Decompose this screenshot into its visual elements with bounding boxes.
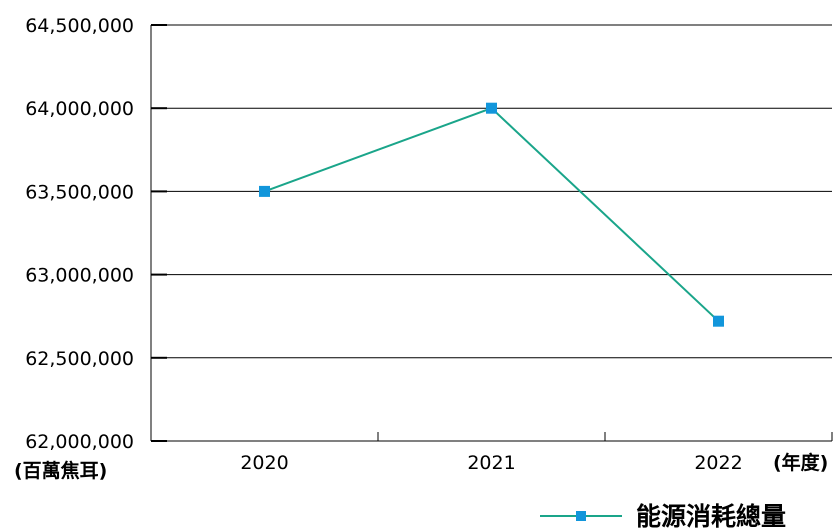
data-point-marker [486, 102, 497, 114]
axes [150, 24, 833, 442]
y-tick-label: 64,000,000 [25, 98, 134, 120]
data-point-marker [259, 185, 270, 197]
gridlines [151, 24, 832, 359]
x-axis-unit-label: (年度) [773, 451, 828, 474]
x-tick-label: 2021 [467, 452, 515, 474]
x-tick-label: 2020 [240, 452, 288, 474]
series-layer [259, 102, 724, 327]
x-tick-labels: 2020 2021 2022 [240, 452, 742, 474]
legend-marker-swatch [576, 511, 586, 521]
y-tick-labels: 62,000,000 62,500,000 63,000,000 63,500,000… [25, 15, 134, 453]
x-tick-label: 2022 [694, 452, 742, 474]
y-tick-label: 63,500,000 [25, 181, 134, 203]
y-tick-label: 64,500,000 [25, 15, 134, 37]
data-point-marker [713, 315, 724, 327]
y-tick-label: 62,000,000 [25, 431, 134, 453]
y-tick-label: 62,500,000 [25, 348, 134, 370]
legend: 能源消耗總量 [540, 502, 786, 529]
y-axis-unit-label: (百萬焦耳) [14, 459, 107, 482]
y-tick-label: 63,000,000 [25, 265, 134, 287]
series-line [264, 107, 720, 322]
legend-label: 能源消耗總量 [636, 502, 786, 529]
